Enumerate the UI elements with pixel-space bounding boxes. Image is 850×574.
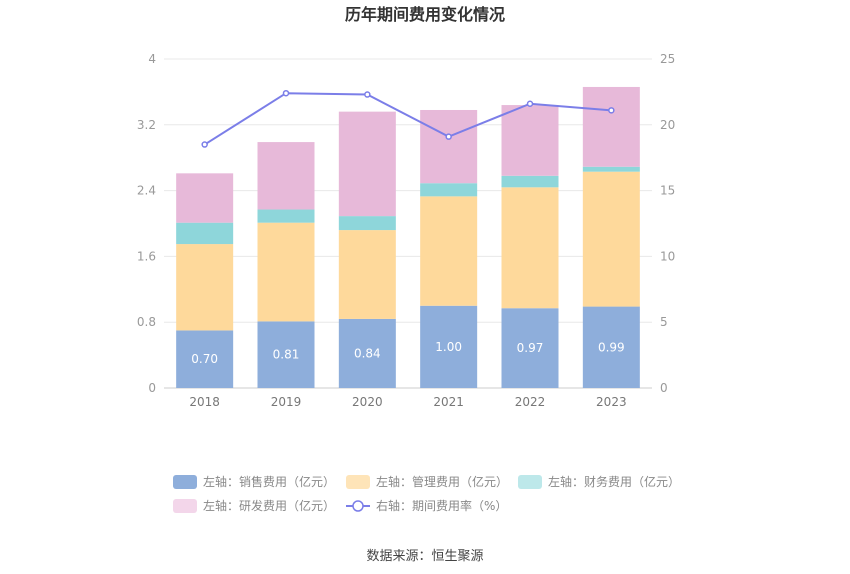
- bar-segment: [582, 86, 640, 167]
- bar-segment: [501, 187, 559, 309]
- x-tick-label: 2021: [433, 395, 464, 409]
- chart-title: 历年期间费用变化情况: [345, 5, 505, 24]
- bar-value-label: 0.84: [354, 346, 381, 360]
- left-tick-label: 3.2: [137, 118, 156, 132]
- rate-line-point: [526, 100, 534, 107]
- x-tick-label: 2018: [189, 395, 220, 409]
- x-tick-label: 2023: [596, 395, 627, 409]
- bar-segment: [176, 173, 234, 223]
- source-text: 数据来源：恒生聚源: [366, 549, 483, 564]
- legend-label: 左轴：研发费用（亿元）: [203, 498, 335, 513]
- right-tick-label: 15: [660, 184, 675, 198]
- legend-marker: [352, 500, 364, 512]
- legend-label: 右轴：期间费用率（%）: [376, 498, 507, 513]
- right-axis: 0 5 10 15 20 25: [660, 52, 675, 395]
- bar-segment: [338, 318, 396, 388]
- left-tick-label: 0.8: [137, 315, 156, 329]
- bar-segment: [257, 209, 315, 223]
- bar-value-label: 0.81: [273, 348, 300, 362]
- rate-line-point: [608, 107, 615, 114]
- bar-value-label: 0.70: [191, 352, 218, 366]
- left-tick-label: 0: [148, 381, 156, 395]
- legend-swatch: [173, 499, 197, 513]
- x-tick-label: 2020: [352, 395, 383, 409]
- bar-segment: [338, 111, 396, 217]
- bar-segment: [338, 230, 396, 319]
- bar-segment: [501, 175, 559, 188]
- legend-swatch: [346, 475, 370, 489]
- rate-line-point: [364, 91, 371, 98]
- legend-label: 左轴：财务费用（亿元）: [548, 474, 680, 489]
- bar-segment: [338, 216, 396, 231]
- bar-segment: [257, 321, 315, 388]
- bar-segment: [501, 308, 559, 388]
- right-tick-label: 25: [660, 52, 675, 66]
- right-tick-label: 10: [660, 249, 675, 263]
- bar-segment: [420, 196, 478, 306]
- bar-value-label: 0.97: [517, 341, 544, 355]
- legend-swatch: [518, 475, 542, 489]
- bar-segment: [257, 222, 315, 322]
- rate-line: [201, 89, 615, 148]
- rate-line-path: [204, 92, 612, 146]
- rate-line-point: [445, 133, 452, 140]
- bar-segment: [582, 166, 640, 172]
- bar-segment: [501, 105, 559, 176]
- left-tick-label: 1.6: [137, 249, 156, 263]
- bar-segment: [420, 305, 478, 388]
- legend: 左轴：销售费用（亿元） 左轴：管理费用（亿元） 左轴：财务费用（亿元） 左轴：研发费用…: [173, 474, 680, 513]
- right-tick-label: 5: [660, 315, 668, 329]
- bar-value-label: 0.99: [598, 340, 625, 354]
- bar-segment: [582, 171, 640, 307]
- legend-label: 左轴：销售费用（亿元）: [203, 474, 335, 489]
- bar-segment: [257, 142, 315, 210]
- x-axis: 2018 2019 2020 2021 2022 2023: [189, 395, 626, 409]
- bar-segment: [582, 306, 640, 388]
- rate-line-point: [282, 89, 290, 97]
- bar-segment: [420, 109, 478, 184]
- legend-label: 左轴：管理费用（亿元）: [376, 474, 508, 489]
- bar-segment: [420, 183, 478, 197]
- bar-value-label: 1.00: [435, 340, 462, 354]
- bars: [176, 86, 640, 388]
- left-tick-label: 4: [148, 52, 156, 66]
- x-tick-label: 2022: [515, 395, 546, 409]
- gridlines: [164, 58, 652, 389]
- bar-labels: 0.70 0.81 0.84 1.00 0.97 0.99: [191, 340, 624, 366]
- x-tick-label: 2019: [271, 395, 302, 409]
- right-tick-label: 0: [660, 381, 668, 395]
- rate-line-point: [201, 141, 208, 148]
- left-tick-label: 2.4: [137, 184, 156, 198]
- bar-segment: [176, 244, 234, 331]
- legend-swatch: [173, 475, 197, 489]
- bar-segment: [176, 222, 234, 245]
- bar-segment: [176, 330, 234, 388]
- right-tick-label: 20: [660, 118, 675, 132]
- left-axis: 0 0.8 1.6 2.4 3.2 4: [137, 52, 156, 395]
